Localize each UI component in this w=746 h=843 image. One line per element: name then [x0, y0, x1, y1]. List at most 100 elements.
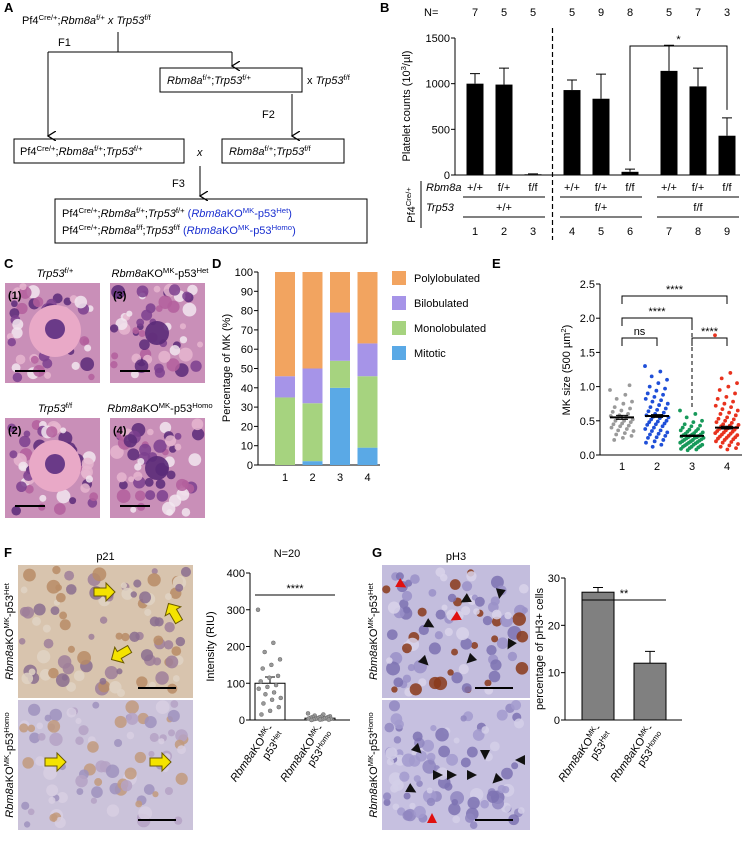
cell — [149, 681, 156, 689]
cell — [139, 443, 152, 456]
cell — [18, 638, 26, 645]
sem-bar — [616, 414, 628, 420]
cell — [451, 648, 459, 656]
dot — [733, 413, 738, 418]
cell — [164, 622, 175, 633]
dot — [713, 403, 718, 408]
dot — [656, 381, 661, 386]
cell — [441, 604, 448, 611]
box — [221, 138, 345, 164]
cell — [421, 739, 435, 752]
text-part: Homo — [192, 401, 213, 410]
cell — [417, 607, 427, 617]
cell — [466, 746, 478, 758]
dot — [659, 442, 664, 447]
cell — [49, 732, 63, 747]
x-tick-label: 2 — [501, 226, 507, 238]
text-part: Rbm8a — [4, 782, 16, 817]
cell — [130, 591, 137, 598]
arrow-marker — [110, 644, 133, 664]
cell — [164, 786, 173, 796]
cell — [59, 611, 68, 620]
text-part: - — [593, 723, 605, 733]
dot — [733, 391, 737, 396]
cell — [190, 360, 202, 372]
text-part: Trp53 — [116, 15, 145, 27]
n-value: 7 — [695, 7, 701, 19]
cell — [412, 731, 423, 742]
panel-label: C — [4, 256, 14, 271]
error-bar — [664, 44, 674, 71]
cell — [386, 657, 393, 664]
dot — [722, 438, 727, 442]
cell — [19, 723, 29, 733]
dot — [727, 410, 732, 415]
cell — [11, 300, 18, 308]
bar-segment — [275, 272, 295, 377]
bar-segment — [302, 403, 323, 462]
cell — [23, 568, 36, 582]
bar-segment — [357, 272, 378, 344]
cell — [394, 719, 404, 730]
data-point — [269, 697, 275, 703]
cell — [153, 657, 162, 666]
x-tick-label: 1 — [472, 226, 478, 238]
error-bar — [645, 650, 655, 664]
y-tick-label: 1.0 — [580, 382, 595, 394]
genotype-label: Rbm8aKOMK-p53Het — [112, 266, 210, 281]
cell — [144, 477, 154, 487]
cell — [110, 445, 124, 459]
bar-segment — [357, 447, 378, 465]
text-part: Rbm8a — [107, 403, 142, 415]
cell — [435, 609, 446, 620]
cell — [92, 701, 100, 709]
text-part: Platelet counts (10 — [401, 70, 413, 161]
dot — [624, 427, 629, 431]
cell — [60, 427, 67, 434]
y-tick-label: 90 — [241, 286, 253, 298]
dot — [643, 364, 647, 368]
cell — [54, 817, 66, 829]
dot — [728, 371, 733, 375]
cell — [152, 791, 159, 798]
genotype-cell: f/f — [722, 182, 732, 194]
cell — [99, 616, 108, 624]
generation-label: F3 — [172, 178, 185, 190]
text-part: Trp53 — [146, 225, 175, 237]
data-point — [258, 679, 263, 684]
cell — [27, 808, 35, 816]
cell — [133, 579, 142, 588]
panel-label: F — [4, 545, 12, 560]
cell — [451, 672, 463, 684]
bar — [621, 171, 639, 175]
y-tick-label: 20 — [241, 421, 253, 433]
cell — [130, 370, 139, 379]
cell — [139, 339, 150, 351]
text-part: Trp53 — [37, 268, 66, 280]
cell — [149, 732, 159, 742]
dot — [627, 383, 632, 388]
error-bar — [470, 73, 480, 84]
text-part: -p53 — [368, 595, 380, 617]
data-point — [259, 712, 264, 717]
cell — [59, 619, 71, 631]
cell — [167, 709, 180, 723]
image-label: Rbm8aKOMK-p53Homo — [366, 712, 381, 817]
cell — [197, 341, 204, 348]
data-point — [275, 673, 281, 679]
text-part: MK — [366, 754, 375, 766]
cell — [23, 821, 31, 828]
cell — [156, 490, 169, 502]
panel-title: pH3 — [446, 551, 466, 563]
image-number: (2) — [8, 425, 22, 437]
triangle-marker — [427, 813, 437, 823]
cell — [395, 572, 404, 581]
dot — [646, 409, 651, 414]
cell — [171, 646, 182, 656]
cell — [21, 801, 30, 810]
cell — [410, 574, 420, 584]
dot — [619, 408, 624, 413]
cell — [164, 593, 172, 600]
dot — [691, 420, 696, 425]
dot — [665, 377, 669, 382]
